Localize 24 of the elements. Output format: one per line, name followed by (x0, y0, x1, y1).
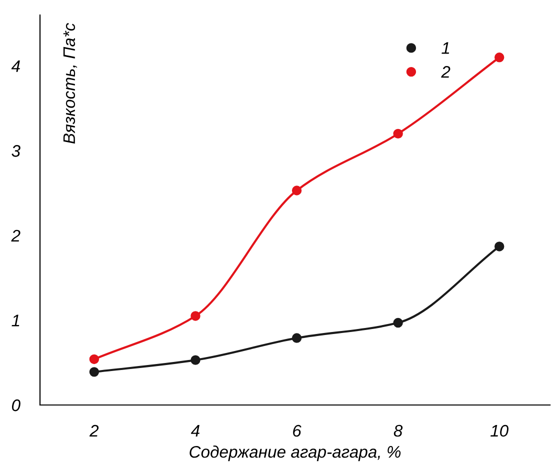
y-tick-label: 1 (12, 314, 20, 326)
x-tick-label: 2 (89, 424, 99, 437)
y-tick-label: 2 (11, 230, 20, 242)
point (292, 333, 302, 343)
y-tick-label: 3 (12, 145, 20, 157)
x-tick-label: 8 (394, 424, 403, 437)
point (89, 354, 100, 364)
point (494, 52, 504, 62)
x-tick-label: 6 (293, 424, 302, 437)
point (190, 311, 200, 321)
legend-label: 1 (442, 42, 450, 54)
x-tick-label: 4 (190, 425, 200, 437)
point (494, 242, 504, 252)
point (89, 367, 100, 377)
y-tick-label: 0 (12, 399, 20, 412)
x-tick-label: 10 (490, 424, 508, 437)
point (190, 355, 200, 365)
x-axis-title: Содержание агар-агара, % (190, 446, 401, 462)
y-tick-label: 4 (11, 60, 20, 72)
point (393, 128, 403, 139)
point (292, 186, 302, 196)
y-axis-title: Вязкость, Па*с (63, 22, 78, 144)
legend-label: 2 (441, 66, 450, 78)
point (393, 318, 403, 328)
